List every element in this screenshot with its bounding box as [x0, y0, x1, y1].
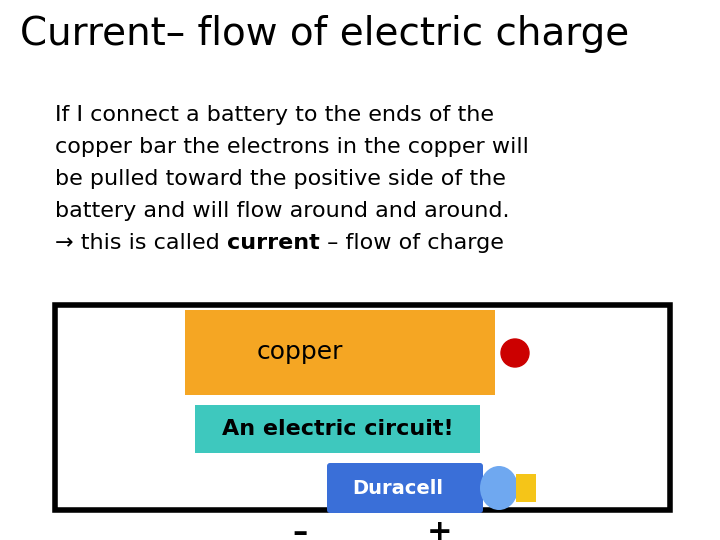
Text: Current– flow of electric charge: Current– flow of electric charge [20, 15, 629, 53]
Text: +: + [427, 518, 453, 540]
Bar [185, 310, 495, 395]
Bar [516, 474, 536, 502]
Bar [55, 305, 670, 510]
Text: – flow of charge: – flow of charge [320, 233, 503, 253]
Text: If I connect a battery to the ends of the: If I connect a battery to the ends of th… [55, 105, 494, 125]
Text: –: – [292, 518, 307, 540]
Text: An electric circuit!: An electric circuit! [222, 419, 454, 439]
Ellipse shape [480, 466, 518, 510]
Text: Duracell: Duracell [352, 478, 443, 497]
Bar [195, 405, 480, 453]
Text: → this is called: → this is called [55, 233, 227, 253]
Text: be pulled toward the positive side of the: be pulled toward the positive side of th… [55, 169, 506, 189]
FancyBboxPatch shape [327, 463, 483, 513]
Text: current: current [227, 233, 320, 253]
Circle shape [501, 339, 529, 367]
Text: battery and will flow around and around.: battery and will flow around and around. [55, 201, 510, 221]
Text: copper bar the electrons in the copper will: copper bar the electrons in the copper w… [55, 137, 529, 157]
Text: copper: copper [256, 341, 343, 364]
